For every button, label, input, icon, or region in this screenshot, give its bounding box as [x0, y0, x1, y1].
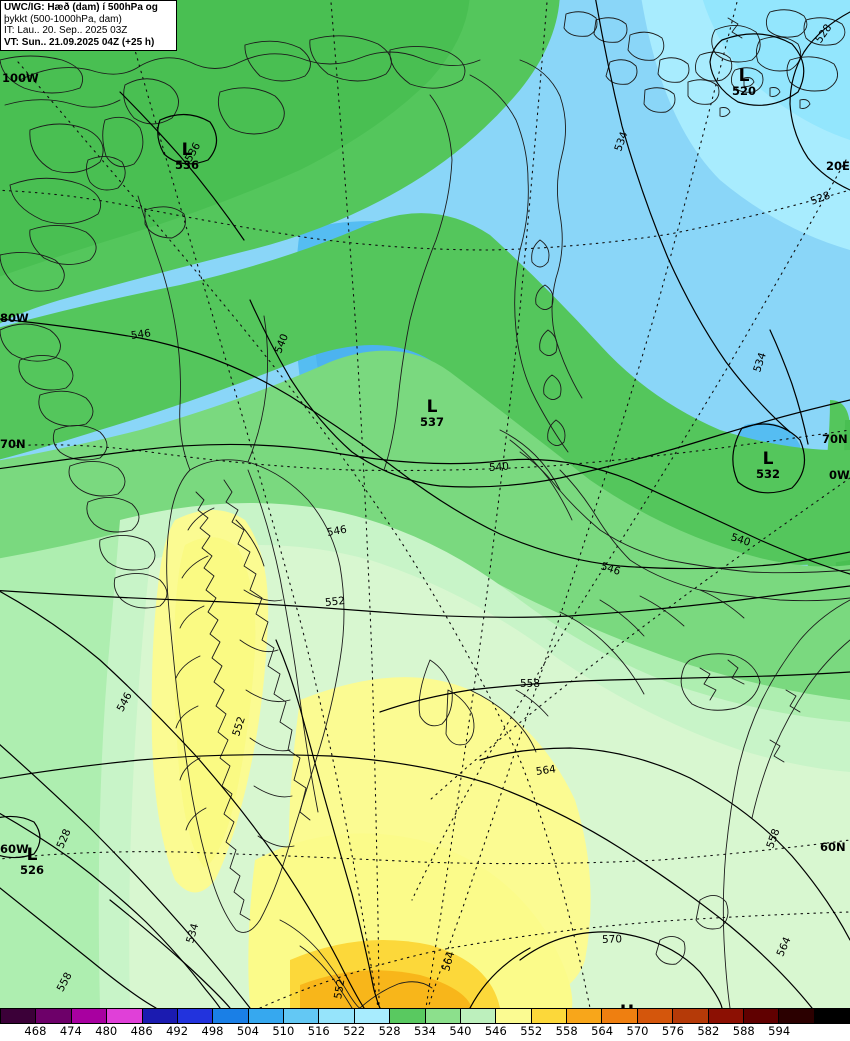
color-scale-tick: 486 [130, 1024, 153, 1038]
color-scale-tick: 564 [591, 1024, 614, 1038]
low-pressure-center: L 532 [756, 449, 780, 481]
product-line-1: UWC/IG: Hæð (dam) í 500hPa og [4, 2, 158, 13]
valid-time-line: VT: Sun.. 21.09.2025 04Z (+25 h) [4, 36, 155, 48]
graticule-label-70n: 70N [822, 432, 848, 446]
color-swatch [248, 1009, 284, 1023]
color-swatch [567, 1009, 603, 1023]
color-scale-tick: 552 [520, 1024, 543, 1038]
color-scale-tick: 558 [555, 1024, 578, 1038]
color-swatch [531, 1009, 567, 1023]
low-symbol: L [426, 397, 438, 417]
graticule-label-60w: 60W [0, 842, 29, 856]
color-scale-tick: 480 [95, 1024, 118, 1038]
pressure-center-value: 536 [174, 158, 200, 172]
color-swatch [71, 1009, 108, 1023]
color-swatch [142, 1009, 178, 1023]
color-swatch [36, 1009, 72, 1023]
graticule-label-80w: 80W [0, 311, 29, 325]
color-swatch [460, 1009, 497, 1023]
high-symbol: H [620, 1002, 634, 1008]
color-swatch [425, 1009, 461, 1023]
contour-label: 570 [601, 933, 623, 946]
low-pressure-center: L 537 [420, 397, 444, 429]
forecast-info-panel: UWC/IG: Hæð (dam) í 500hPa og þykkt (500… [0, 0, 177, 51]
color-scale-tick: 582 [697, 1024, 720, 1038]
graticule-label-20e: 20E [826, 159, 850, 173]
color-scale-tick: 468 [24, 1024, 47, 1038]
high-pressure-center: H [620, 1002, 634, 1008]
graticule-label-70n: 70N [0, 437, 26, 451]
color-scale-tick: 588 [732, 1024, 755, 1038]
color-scale-tick: 570 [626, 1024, 649, 1038]
color-swatch [0, 1009, 37, 1023]
color-scale-tick: 576 [661, 1024, 684, 1038]
color-swatch [213, 1009, 249, 1023]
color-scale-tick: 492 [166, 1024, 189, 1038]
init-time-line: IT: Lau.. 20. Sep.. 2025 03Z [4, 25, 128, 36]
low-pressure-center: L 520 [732, 66, 756, 98]
pressure-center-value: 537 [419, 415, 445, 429]
contour-label: 558 [520, 678, 541, 690]
color-swatch [390, 1009, 426, 1023]
color-swatch [637, 1009, 674, 1023]
contour-label: 552 [324, 594, 346, 609]
map-graphics [0, 0, 850, 1008]
graticule-label-0w: 0W [829, 468, 850, 482]
color-swatch [743, 1009, 780, 1023]
color-scale-tick: 516 [307, 1024, 330, 1038]
thickness-color-scale: 468 474 480 486 492 498 504 510 516 522 528 534 540 5… [0, 1008, 850, 1041]
color-swatch [496, 1009, 532, 1023]
low-pressure-center: L 536 [175, 140, 199, 172]
low-symbol: L [181, 140, 193, 160]
color-swatch [354, 1009, 391, 1023]
map-canvas[interactable]: UWC/IG: Hæð (dam) í 500hPa og þykkt (500… [0, 0, 850, 1008]
color-swatch [602, 1009, 638, 1023]
color-scale-tick: 510 [272, 1024, 295, 1038]
low-symbol: L [738, 66, 750, 86]
pressure-center-value: 532 [755, 467, 781, 481]
graticule-label-60n: 60N [820, 840, 846, 854]
color-scale-swatches [0, 1008, 850, 1024]
color-swatch [673, 1009, 709, 1023]
color-swatch [779, 1009, 815, 1023]
color-scale-tick-labels: 468 474 480 486 492 498 504 510 516 522 528 534 540 5… [0, 1024, 850, 1041]
low-symbol: L [762, 449, 774, 469]
graticule-label-100w: 100W [2, 71, 39, 85]
color-swatch [284, 1009, 320, 1023]
color-scale-tick: 522 [343, 1024, 366, 1038]
color-scale-tick: 504 [236, 1024, 259, 1038]
color-swatch [814, 1009, 850, 1023]
pressure-center-value: 526 [19, 863, 45, 877]
contour-label: 540 [488, 460, 510, 474]
low-pressure-center: L 526 [20, 845, 44, 877]
color-swatch [107, 1009, 143, 1023]
product-line-2: þykkt (500-1000hPa, dam) [4, 13, 122, 25]
color-scale-tick: 540 [449, 1024, 472, 1038]
color-scale-tick: 594 [768, 1024, 791, 1038]
color-scale-tick: 528 [378, 1024, 401, 1038]
low-symbol: L [26, 845, 38, 865]
color-scale-tick: 534 [414, 1024, 436, 1038]
color-swatch [177, 1009, 214, 1023]
pressure-center-value: 520 [731, 84, 757, 98]
color-swatch [319, 1009, 355, 1023]
color-scale-tick: 474 [59, 1024, 82, 1038]
color-scale-tick: 498 [201, 1024, 224, 1038]
color-swatch [708, 1009, 744, 1023]
color-scale-tick: 546 [484, 1024, 507, 1038]
